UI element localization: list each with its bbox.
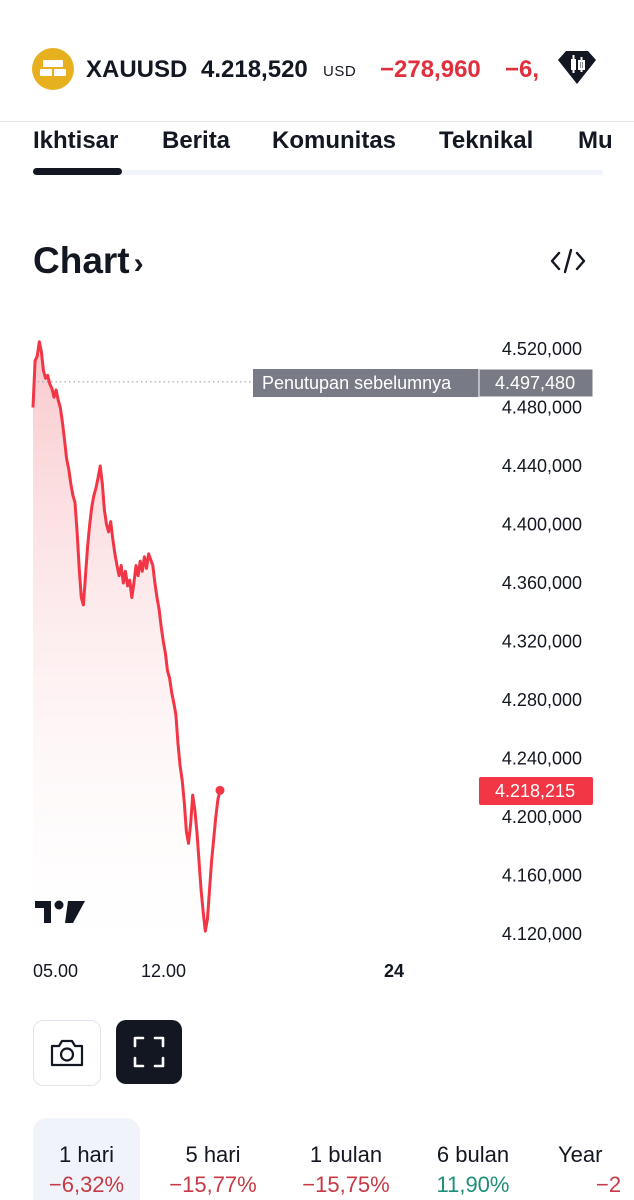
chevron-right-icon: › — [133, 247, 144, 280]
y-tick-label: 4.240,000 — [502, 749, 582, 769]
y-tick-label: 4.200,000 — [502, 807, 582, 827]
y-tick-label: 4.520,000 — [502, 339, 582, 359]
fullscreen-icon — [133, 1036, 165, 1068]
tradingview-logo-icon — [35, 897, 87, 927]
price-change-percent: −6, — [505, 56, 540, 83]
previous-close-value: 4.497,480 — [495, 373, 575, 393]
tab-berita[interactable]: Berita — [162, 127, 231, 154]
period-selector: 1 hari −6,32% 5 hari −15,77% 1 bulan −15… — [0, 1118, 634, 1200]
period-6m[interactable]: 6 bulan 11,90% — [420, 1118, 526, 1200]
tab-komunitas[interactable]: Komunitas — [272, 127, 397, 154]
tab-more[interactable]: Mu — [578, 127, 613, 154]
x-tick-label: 12.00 — [141, 961, 186, 981]
previous-close-tag: Penutupan sebelumnya 4.497,480 — [253, 368, 594, 398]
period-5d[interactable]: 5 hari −15,77% — [160, 1118, 266, 1200]
y-tick-label: 4.280,000 — [502, 690, 582, 710]
y-tick-label: 4.120,000 — [502, 924, 582, 944]
tab-ikhtisar[interactable]: Ikhtisar — [33, 127, 119, 154]
candlestick-badge-icon[interactable] — [552, 42, 602, 92]
symbol-name: XAUUSD — [86, 56, 188, 83]
chart-title: Chart — [33, 240, 130, 281]
section-tabs: Ikhtisar Berita Komunitas Teknikal Mu — [0, 122, 634, 178]
price-area-fill — [33, 341, 220, 945]
period-1m[interactable]: 1 bulan −15,75% — [290, 1118, 402, 1200]
y-tick-label: 4.320,000 — [502, 632, 582, 652]
y-tick-label: 4.400,000 — [502, 515, 582, 535]
period-label: 1 bulan — [309, 1142, 383, 1167]
y-tick-label: 4.360,000 — [502, 573, 582, 593]
y-tick-label: 4.440,000 — [502, 456, 582, 476]
period-label: 6 bulan — [436, 1142, 510, 1167]
camera-icon — [50, 1039, 84, 1067]
period-label: 1 hari — [58, 1142, 115, 1167]
period-year[interactable]: Year −2 — [552, 1118, 634, 1200]
currency-label: USD — [323, 63, 357, 80]
code-embed-icon[interactable] — [548, 244, 588, 278]
period-label: 5 hari — [185, 1142, 241, 1167]
last-price: 4.218,520 — [201, 56, 308, 83]
y-tick-label: 4.160,000 — [502, 866, 582, 886]
tabs-track — [33, 170, 603, 175]
period-change: −15,75% — [302, 1172, 390, 1197]
gold-bars-icon — [32, 48, 74, 90]
period-change: −6,32% — [48, 1172, 125, 1197]
x-tick-label: 05.00 — [33, 961, 78, 981]
y-tick-label: 4.480,000 — [502, 398, 582, 418]
active-tab-indicator — [33, 168, 122, 175]
period-change: 11,90% — [436, 1172, 510, 1197]
symbol-header: XAUUSD 4.218,520 USD −278,960 −6, — [0, 0, 634, 120]
last-price-tag: 4.218,215 — [479, 777, 593, 805]
price-line — [31, 340, 222, 933]
price-chart[interactable]: 4.520,000 4.480,000 4.440,000 4.400,000 4.36… — [0, 300, 634, 1000]
last-price-tag-value: 4.218,215 — [495, 781, 575, 801]
x-tick-label: 24 — [384, 961, 404, 981]
period-change: −15,77% — [169, 1172, 257, 1197]
fullscreen-button[interactable] — [116, 1020, 182, 1084]
chart-title-link[interactable]: Chart › — [33, 240, 144, 282]
period-label: Year — [558, 1142, 603, 1167]
period-change: −2 — [596, 1172, 622, 1197]
period-1d[interactable]: 1 hari −6,32% — [33, 1118, 140, 1200]
tab-teknikal[interactable]: Teknikal — [439, 127, 534, 154]
price-change: −278,960 — [380, 56, 481, 83]
last-price-dot — [215, 785, 225, 795]
header-divider — [0, 121, 634, 122]
snapshot-button[interactable] — [33, 1020, 101, 1086]
previous-close-label: Penutupan sebelumnya — [262, 373, 452, 393]
